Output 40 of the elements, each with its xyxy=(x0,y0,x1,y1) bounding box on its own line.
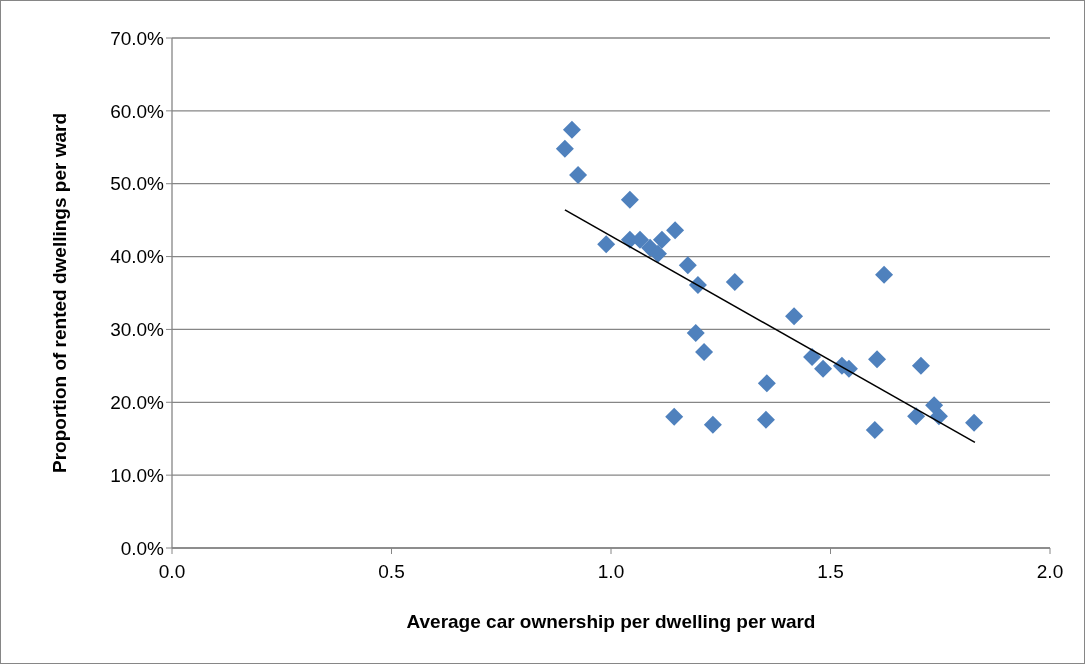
point xyxy=(757,374,776,393)
point xyxy=(965,413,984,432)
y-tick-label: 70.0% xyxy=(110,27,165,49)
x-tick-label: 0.0 xyxy=(158,561,186,582)
y-tick-label: 60.0% xyxy=(110,100,165,122)
point xyxy=(666,221,685,240)
y-tick-label: 20.0% xyxy=(110,391,165,413)
point xyxy=(562,120,581,139)
point xyxy=(555,139,574,158)
point xyxy=(865,420,884,439)
point xyxy=(814,359,833,378)
point xyxy=(875,265,894,284)
point xyxy=(756,410,775,429)
y-tick-label: 0.0% xyxy=(120,537,165,559)
point xyxy=(620,190,639,209)
point xyxy=(652,230,671,249)
y-tick-label: 10.0% xyxy=(110,464,165,486)
point xyxy=(695,343,714,362)
point xyxy=(785,307,804,326)
point xyxy=(907,407,926,426)
x-axis-title: Average car ownership per dwelling per ward xyxy=(406,611,816,632)
point xyxy=(803,348,822,367)
point xyxy=(725,273,744,292)
point xyxy=(868,350,887,369)
point xyxy=(686,324,705,343)
x-tick-label: 1.0 xyxy=(597,561,625,582)
point xyxy=(703,415,722,434)
point xyxy=(665,407,684,426)
point xyxy=(911,356,930,375)
point xyxy=(678,256,697,275)
x-tick-label: 1.5 xyxy=(817,561,844,582)
y-tick-label: 40.0% xyxy=(110,246,165,268)
point xyxy=(597,235,616,254)
y-tick-label: 30.0% xyxy=(110,319,165,341)
y-axis-title: Proportion of rented dwellings per ward xyxy=(49,113,70,473)
x-tick-label: 2.0 xyxy=(1036,561,1064,582)
point xyxy=(925,396,944,415)
point xyxy=(569,165,588,184)
x-tick-label: 0.5 xyxy=(378,561,405,582)
y-tick-label: 50.0% xyxy=(110,173,165,195)
